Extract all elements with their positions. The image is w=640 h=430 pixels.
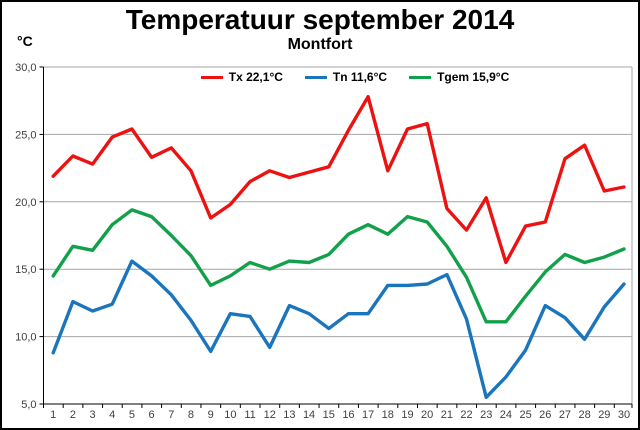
- x-tick-label: 2: [70, 409, 76, 421]
- y-tick-label: 15,0: [15, 264, 36, 276]
- x-tick-label: 30: [618, 409, 630, 421]
- x-tick-label: 19: [401, 409, 413, 421]
- x-tick-label: 10: [224, 409, 236, 421]
- chart-subtitle: Montfort: [287, 36, 353, 53]
- y-axis: 30,0 25,0 20,0 15,0 10,0 5,0: [15, 62, 44, 411]
- series-line-tn: [51, 259, 626, 399]
- x-axis: 1 2 3 4 5 6 7 8 9 10 11 12 13 14 15 16 17 18 19 20 21 22 23 24 2…: [43, 403, 633, 421]
- x-tick-label: 1: [50, 409, 56, 421]
- gridlines: [43, 66, 632, 338]
- y-tick-label: 5,0: [21, 399, 36, 411]
- x-tick-label: 23: [480, 409, 492, 421]
- x-tick-label: 13: [283, 409, 295, 421]
- series-line-tgem: [51, 208, 626, 324]
- x-tick-label: 29: [598, 409, 610, 421]
- x-tick-label: 18: [382, 409, 394, 421]
- x-tick-label: 6: [149, 409, 155, 421]
- x-tick-label: 3: [90, 409, 96, 421]
- x-tick-label: 24: [500, 409, 512, 421]
- x-tick-label: 28: [579, 409, 591, 421]
- x-tick-label: 11: [244, 409, 255, 421]
- x-tick-label: 15: [323, 409, 335, 421]
- y-tick-label: 20,0: [15, 197, 36, 209]
- y-tick-label: 10,0: [15, 332, 36, 344]
- x-tick-label: 14: [303, 409, 315, 421]
- x-tick-label: 17: [362, 409, 374, 421]
- x-tick-label: 16: [342, 409, 354, 421]
- x-tick-label: 8: [188, 409, 194, 421]
- x-tick-label: 26: [539, 409, 551, 421]
- series-line-tx: [51, 94, 626, 265]
- y-tick-label: 25,0: [15, 129, 36, 141]
- x-tick-label: 5: [129, 409, 135, 421]
- x-tick-label: 7: [168, 409, 174, 421]
- x-tick-label: 4: [109, 409, 115, 421]
- y-tick-label: 30,0: [15, 62, 36, 74]
- x-tick-label: 12: [264, 409, 276, 421]
- chart-title: Temperatuur september 2014: [125, 4, 515, 35]
- y-axis-unit-label: °C: [17, 33, 33, 49]
- x-tick-label: 22: [460, 409, 472, 421]
- x-tick-label: 21: [441, 409, 453, 421]
- x-tick-label: 9: [208, 409, 214, 421]
- x-tick-label: 25: [519, 409, 531, 421]
- x-tick-label: 20: [421, 409, 433, 421]
- x-tick-label: 27: [559, 409, 571, 421]
